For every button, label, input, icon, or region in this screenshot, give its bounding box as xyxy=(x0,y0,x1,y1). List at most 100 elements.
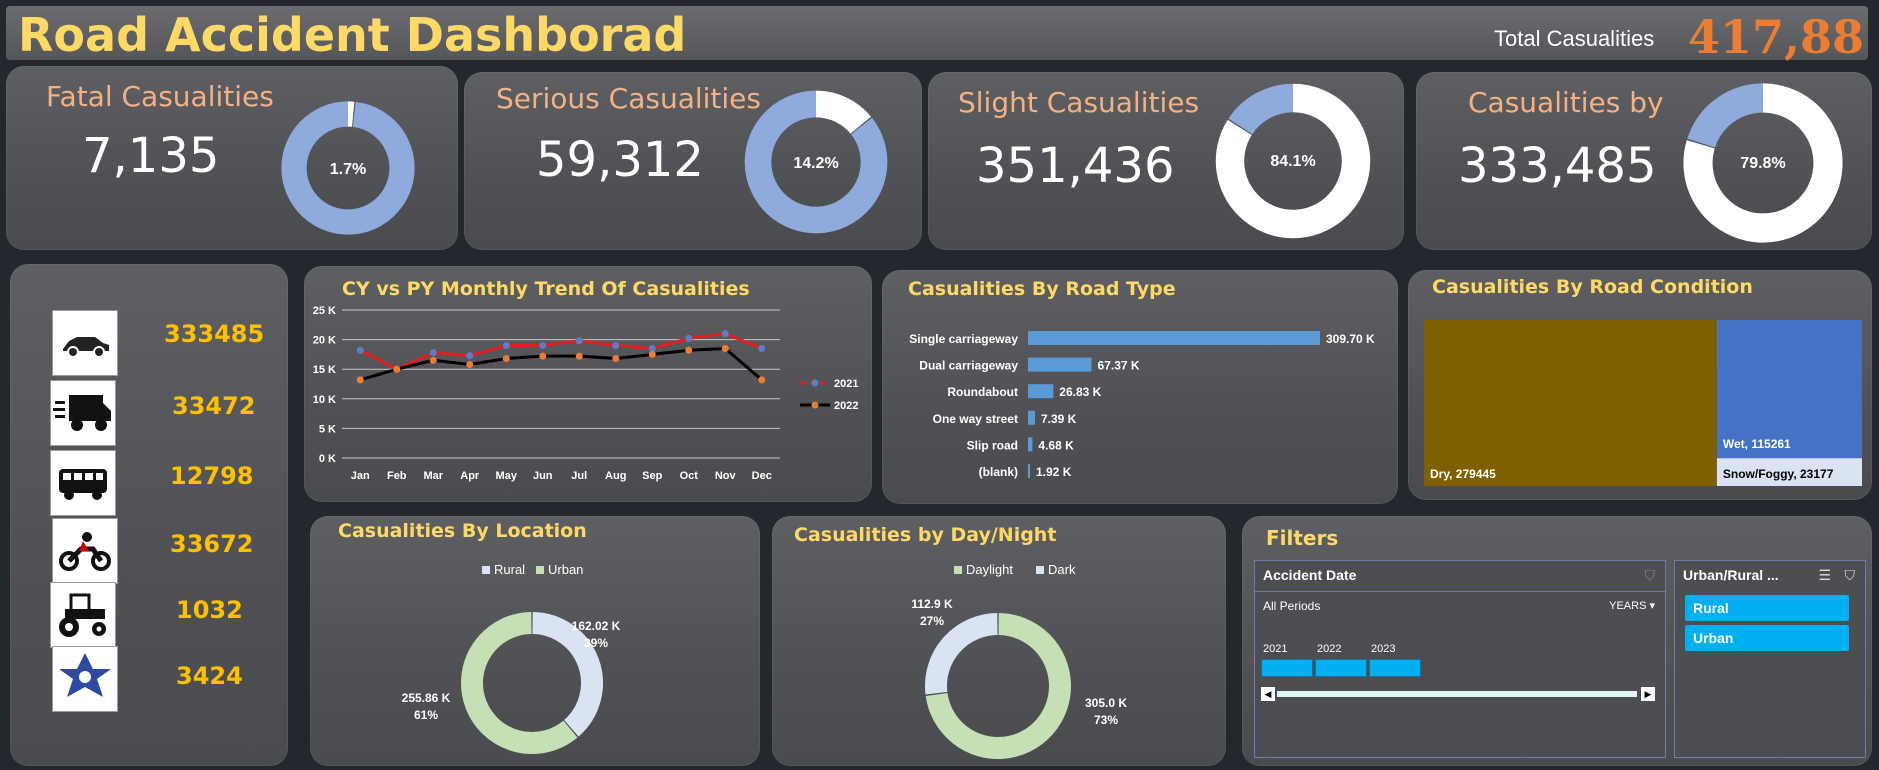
x-tick-label: Apr xyxy=(460,470,480,482)
donut-slice xyxy=(925,613,998,695)
kpi-donut-pct: 79.8% xyxy=(1740,155,1785,172)
road-type-bar-chart: Single carriageway 309.70 K Dual carriagew… xyxy=(909,331,1375,479)
data-point xyxy=(612,355,620,363)
bar-value-label: 26.83 K xyxy=(1059,385,1101,399)
dashboard-header: Road Accident Dashborad Total Casualitie… xyxy=(6,6,1868,64)
x-tick-label: Jul xyxy=(571,470,587,482)
treemap-tile-dry xyxy=(1424,320,1717,486)
data-point xyxy=(539,342,547,350)
series-line xyxy=(359,332,763,371)
data-point xyxy=(429,349,437,357)
donut-share-arc xyxy=(1683,83,1843,243)
kpi-donut: 79.8% xyxy=(1683,83,1843,243)
x-tick-label: Jan xyxy=(351,470,370,482)
kpi-value: 351,436 xyxy=(976,138,1175,194)
clear-filter-icon[interactable]: ⛉ xyxy=(1644,567,1656,583)
x-tick-label: Sep xyxy=(642,470,662,482)
bar xyxy=(1028,464,1030,478)
data-point xyxy=(356,376,364,384)
vehicle-value: 333485 xyxy=(164,320,265,348)
data-point xyxy=(502,342,510,350)
slice-pct-label: 61% xyxy=(414,708,438,722)
bar-value-label: 67.37 K xyxy=(1098,359,1140,373)
year-label: 2023 xyxy=(1371,643,1396,655)
year-label: 2021 xyxy=(1263,643,1288,655)
x-tick-label: Nov xyxy=(715,470,737,482)
motorcycle-icon xyxy=(52,518,118,584)
vehicle-value: 12798 xyxy=(170,462,254,490)
slice-value-label: 162.02 K xyxy=(572,619,621,633)
kpi-donut: 1.7% xyxy=(281,101,415,235)
timeline-bar-2023[interactable] xyxy=(1369,659,1421,677)
donut-slice xyxy=(532,612,603,737)
time-level-dropdown[interactable]: YEARS ▾ xyxy=(1609,599,1655,612)
data-point xyxy=(575,337,583,345)
slice-value-label: 112.9 K xyxy=(911,597,953,611)
chart-title: CY vs PY Monthly Trend Of Casualities xyxy=(342,278,750,300)
slice-pct-label: 39% xyxy=(584,636,608,650)
bar xyxy=(1028,357,1092,372)
time-level-label: YEARS xyxy=(1609,600,1647,612)
scroll-left-icon[interactable]: ◀ xyxy=(1261,687,1275,701)
van-icon xyxy=(50,380,116,446)
timeline-bar-2021[interactable] xyxy=(1261,659,1313,677)
data-point xyxy=(356,346,364,354)
x-tick-label: Aug xyxy=(605,470,626,482)
legend-label: Dark xyxy=(1048,562,1076,577)
data-point xyxy=(612,342,620,350)
legend-marker xyxy=(811,401,819,409)
vehicle-value: 1032 xyxy=(176,596,243,624)
bus-icon xyxy=(50,450,116,516)
bar-category-label: Single carriageway xyxy=(909,332,1018,346)
legend-swatch xyxy=(1036,566,1044,574)
daynight-donut-chart: Daylight Dark 305.0 K 73% 112.9 K 27% xyxy=(911,562,1127,759)
bar-category-label: (blank) xyxy=(979,465,1018,479)
donut-rest-arc xyxy=(281,101,415,235)
timeline-title: Accident Date xyxy=(1263,567,1357,583)
kpi-value: 7,135 xyxy=(82,128,220,184)
chart-title: Casualities By Road Condition xyxy=(1432,276,1753,298)
kpi-card-fatal: Fatal Casualities 7,135 1.7% xyxy=(6,66,458,250)
timeline-scrollbar[interactable] xyxy=(1277,691,1637,697)
slicer-item-urban[interactable]: Urban xyxy=(1685,625,1849,651)
x-tick-label: Oct xyxy=(680,470,699,482)
chart-title: Casualities By Location xyxy=(338,520,587,542)
x-tick-label: Mar xyxy=(423,470,443,482)
bar-category-label: Dual carriageway xyxy=(919,359,1018,373)
vehicle-value: 33672 xyxy=(170,530,254,558)
donut-slice xyxy=(925,613,1071,759)
treemap-label: Snow/Foggy, 23177 xyxy=(1723,467,1834,481)
kpi-value: 333,485 xyxy=(1458,138,1657,194)
data-point xyxy=(502,355,510,363)
treemap-tile-wet xyxy=(1716,320,1862,459)
data-point xyxy=(758,376,766,384)
data-point xyxy=(393,365,401,373)
data-point xyxy=(429,356,437,364)
treemap-label: Wet, 115261 xyxy=(1723,437,1791,451)
legend-swatch xyxy=(536,566,544,574)
road-condition-treemap: Dry, 279445 Wet, 115261 Snow/Foggy, 23177 xyxy=(1424,320,1862,486)
x-tick-label: May xyxy=(496,470,518,482)
multi-select-icon[interactable]: ☰ xyxy=(1818,567,1831,583)
total-casualities-label: Total Casualities xyxy=(1494,26,1655,51)
location-panel: Casualities By Location Rural Urban 162.02… xyxy=(310,516,760,766)
chevron-down-icon: ▾ xyxy=(1649,600,1655,612)
bar-value-label: 1.92 K xyxy=(1036,465,1072,479)
all-periods-label: All Periods xyxy=(1263,599,1321,613)
donut-slice xyxy=(461,612,578,754)
bar-value-label: 309.70 K xyxy=(1326,332,1375,346)
vehicle-value: 33472 xyxy=(172,392,256,420)
donut-share-arc xyxy=(815,90,872,135)
timeline-bar-2022[interactable] xyxy=(1315,659,1367,677)
bar-category-label: Slip road xyxy=(967,438,1018,452)
kpi-card-vehicle: Casualities by 333,485 79.8% xyxy=(1416,72,1872,250)
scroll-right-icon[interactable]: ▶ xyxy=(1641,687,1655,701)
filters-panel: Filters Accident Date ⛉ All Periods YEAR… xyxy=(1242,516,1872,766)
legend-swatch xyxy=(482,566,490,574)
slicer-item-rural[interactable]: Rural xyxy=(1685,595,1849,621)
legend-label: 2022 xyxy=(834,400,858,412)
car-icon xyxy=(52,310,118,376)
chart-title: Casualities by Day/Night xyxy=(794,524,1057,546)
donut-rest-arc xyxy=(1687,83,1764,149)
clear-filter-icon[interactable]: ⛉ xyxy=(1844,567,1856,583)
